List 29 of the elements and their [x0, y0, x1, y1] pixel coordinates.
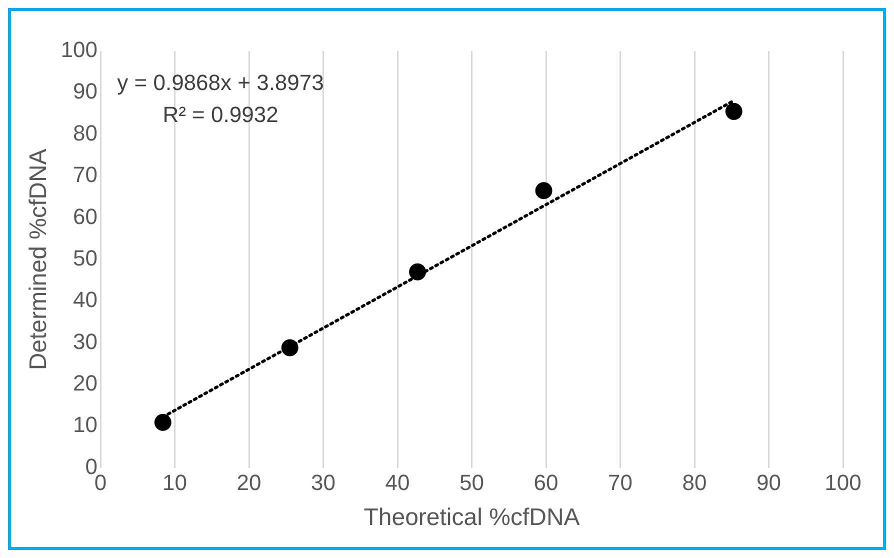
y-tick-label: 50	[73, 245, 98, 270]
x-tick-label: 80	[682, 470, 707, 496]
y-axis-title: Determined %cfDNA	[25, 148, 52, 370]
x-tick-label: 50	[460, 470, 484, 496]
y-tick-label: 70	[73, 162, 98, 188]
annotation: y = 0.9868x + 3.8973	[117, 70, 324, 96]
point	[409, 263, 426, 280]
x-tick-label: 60	[534, 470, 558, 496]
y-tick-label: 10	[73, 412, 98, 438]
x-axis-title: Theoretical %cfDNA	[364, 504, 580, 532]
point	[725, 102, 742, 120]
x-tick-label: 100	[824, 470, 862, 496]
x-tick-label: 70	[608, 470, 632, 496]
y-tick-label: 60	[73, 204, 98, 229]
x-tick-label: 30	[311, 470, 336, 496]
x-tick-label: 90	[756, 470, 781, 496]
y-tick-label: 100	[60, 37, 98, 62]
y-tick-label: 40	[73, 287, 98, 312]
point	[281, 339, 298, 356]
y-tick-label: 30	[73, 328, 98, 354]
y-tick-label: 90	[73, 78, 98, 104]
point	[154, 414, 172, 431]
x-tick-label: 20	[236, 470, 262, 496]
y-tick-label: 20	[73, 370, 98, 396]
annotation: R² = 0.9932	[162, 102, 278, 128]
x-tick-label: 40	[385, 470, 410, 496]
x-tick-label: 10	[162, 470, 187, 496]
y-tick-label: 80	[73, 120, 98, 146]
point	[535, 182, 552, 200]
